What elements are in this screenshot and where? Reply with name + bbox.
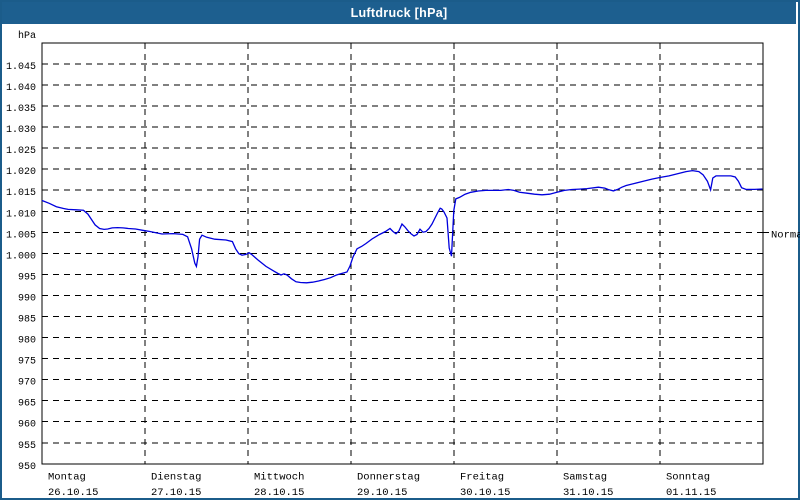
svg-text:995: 995 [18, 272, 36, 283]
svg-text:950: 950 [18, 462, 36, 473]
svg-text:29.10.15: 29.10.15 [357, 487, 407, 499]
svg-text:28.10.15: 28.10.15 [254, 487, 304, 499]
svg-text:1.020: 1.020 [6, 167, 36, 178]
svg-text:985: 985 [18, 314, 36, 325]
svg-text:1.010: 1.010 [6, 209, 36, 220]
svg-text:1.005: 1.005 [6, 230, 36, 241]
svg-text:27.10.15: 27.10.15 [151, 487, 201, 499]
svg-text:1.015: 1.015 [6, 188, 36, 199]
svg-text:1.000: 1.000 [6, 251, 36, 262]
svg-text:980: 980 [18, 336, 36, 347]
svg-text:26.10.15: 26.10.15 [48, 487, 98, 499]
svg-text:Montag: Montag [48, 472, 86, 484]
svg-text:1.035: 1.035 [6, 104, 36, 115]
svg-text:Normal: Normal [771, 229, 800, 241]
svg-text:1.045: 1.045 [6, 62, 36, 73]
svg-text:970: 970 [18, 378, 36, 389]
svg-text:1.030: 1.030 [6, 125, 36, 136]
svg-text:Dienstag: Dienstag [151, 472, 201, 484]
svg-text:990: 990 [18, 293, 36, 304]
svg-text:01.11.15: 01.11.15 [666, 487, 716, 499]
svg-text:Freitag: Freitag [460, 472, 504, 484]
svg-text:hPa: hPa [18, 30, 36, 42]
svg-text:960: 960 [18, 420, 36, 431]
svg-text:955: 955 [18, 441, 36, 452]
svg-text:Donnerstag: Donnerstag [357, 472, 420, 484]
svg-text:1.025: 1.025 [6, 146, 36, 157]
svg-text:30.10.15: 30.10.15 [460, 487, 510, 499]
svg-text:Samstag: Samstag [563, 472, 607, 484]
svg-text:Sonntag: Sonntag [666, 472, 710, 484]
svg-text:975: 975 [18, 357, 36, 368]
svg-text:Mittwoch: Mittwoch [254, 472, 304, 484]
svg-text:31.10.15: 31.10.15 [563, 487, 613, 499]
svg-text:965: 965 [18, 399, 36, 410]
svg-text:1.040: 1.040 [6, 83, 36, 94]
